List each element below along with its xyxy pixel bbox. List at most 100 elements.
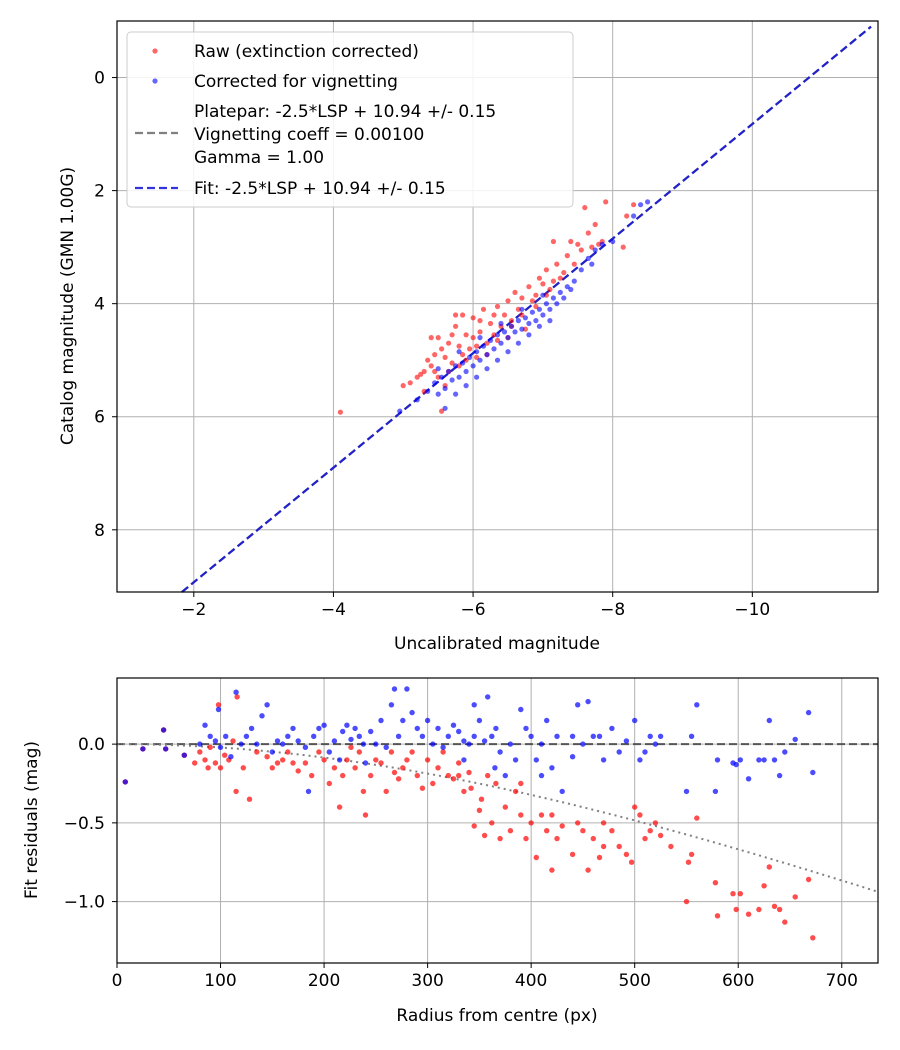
legend-frame	[126, 31, 574, 208]
corrected-point	[512, 329, 518, 335]
corrected-point	[470, 363, 476, 369]
raw-point	[582, 205, 588, 211]
raw-point	[600, 820, 607, 826]
corrected-point	[515, 340, 522, 346]
raw-point	[631, 202, 637, 208]
corrected-point	[518, 706, 524, 713]
raw-point	[254, 749, 260, 755]
corrected-point	[540, 292, 546, 298]
corrected-point	[212, 738, 219, 744]
corrected-point	[340, 728, 346, 735]
bottom-x-axis-label: Radius from centre (px)	[396, 1006, 597, 1026]
corrected-point	[442, 405, 448, 411]
raw-point	[756, 906, 762, 913]
corrected-point	[274, 738, 281, 744]
raw-point	[468, 785, 474, 791]
corrected-point	[529, 309, 536, 315]
raw-point	[378, 760, 384, 766]
raw-point	[487, 320, 494, 327]
x-tick-label: 300	[411, 971, 443, 991]
legend-raw-marker	[152, 48, 158, 54]
y-tick-label: 0.0	[78, 735, 105, 755]
raw-point	[685, 859, 692, 865]
raw-point	[478, 796, 485, 802]
residuals-plot: 0 100 200 300 400 500 600 700 0.0 −0.5 −1.0 Radius…	[22, 677, 879, 1026]
corrected-point	[505, 349, 511, 355]
raw-point	[523, 835, 529, 842]
raw-point	[589, 244, 595, 250]
raw-point	[652, 820, 659, 826]
raw-point	[628, 859, 635, 865]
corrected-point	[474, 349, 480, 355]
x-tick-label: −2	[181, 600, 206, 620]
raw-point	[494, 303, 501, 310]
raw-point	[414, 374, 420, 380]
raw-point	[714, 913, 721, 919]
corrected-point	[776, 772, 783, 779]
raw-point	[616, 843, 622, 850]
raw-point	[557, 275, 563, 281]
corrected-point	[549, 765, 555, 771]
corrected-point	[616, 749, 622, 755]
corrected-point	[460, 360, 466, 366]
raw-point	[609, 828, 615, 834]
raw-point	[395, 776, 402, 782]
raw-point	[481, 832, 488, 839]
corrected-point	[523, 725, 529, 732]
raw-point	[632, 804, 638, 810]
corrected-point	[733, 761, 739, 768]
raw-point	[554, 835, 560, 842]
corrected-point	[528, 733, 534, 739]
raw-point	[460, 352, 466, 358]
raw-point	[518, 780, 524, 787]
corrected-point	[461, 757, 467, 763]
corrected-point	[487, 337, 494, 343]
corrected-point	[507, 741, 514, 747]
raw-point	[404, 757, 410, 763]
corrected-point	[493, 725, 499, 732]
raw-point	[550, 238, 557, 245]
raw-point	[280, 757, 286, 763]
corrected-point	[561, 295, 567, 301]
raw-point	[449, 360, 455, 366]
corrected-point	[243, 733, 250, 739]
bottom-y-axis-label: Fit residuals (mag)	[22, 741, 42, 899]
raw-point	[435, 335, 441, 341]
raw-point	[508, 318, 515, 324]
corrected-point	[456, 349, 462, 355]
corrected-point	[538, 741, 545, 747]
corrected-point	[489, 733, 495, 739]
corrected-point	[480, 343, 487, 349]
corrected-point	[254, 741, 260, 747]
raw-point	[432, 352, 438, 358]
corrected-point	[181, 752, 187, 758]
corrected-point	[269, 749, 275, 755]
raw-point	[561, 270, 567, 276]
raw-point	[400, 383, 406, 389]
corrected-point	[526, 320, 532, 327]
corrected-point	[463, 368, 469, 375]
raw-point	[782, 919, 788, 925]
corrected-point	[442, 385, 448, 392]
raw-point	[471, 823, 477, 829]
corrected-point	[481, 738, 488, 744]
corrected-point	[305, 788, 312, 795]
corrected-point	[362, 760, 369, 766]
raw-point	[550, 278, 557, 284]
raw-point	[549, 812, 555, 818]
raw-point	[449, 332, 455, 338]
corrected-point	[547, 318, 553, 324]
corrected-point	[688, 733, 695, 739]
raw-point	[368, 772, 374, 779]
raw-point	[683, 898, 690, 905]
raw-point	[264, 754, 270, 760]
raw-point	[547, 286, 553, 293]
raw-point	[559, 823, 565, 829]
corrected-point	[435, 391, 441, 397]
top-y-axis-label: Catalog magnitude (GMN 1.00G)	[58, 167, 78, 445]
corrected-point	[425, 388, 431, 394]
raw-point	[435, 765, 441, 771]
corrected-point	[331, 738, 338, 744]
raw-point	[745, 911, 752, 917]
top-fit-lines	[181, 25, 872, 593]
